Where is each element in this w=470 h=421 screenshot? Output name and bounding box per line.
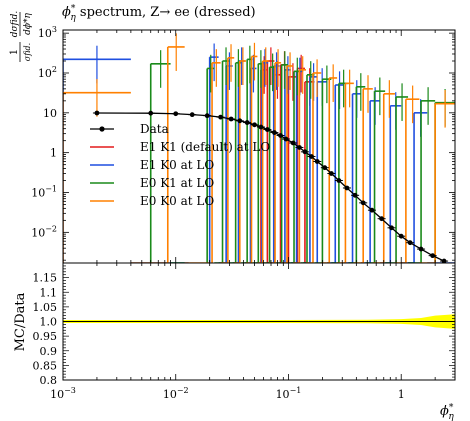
top-y-tick-exp-1: −1	[45, 185, 57, 194]
data-point-5	[218, 114, 223, 120]
top-y-tick-exp-4: 2	[52, 65, 57, 74]
top-y-tick-base-2: 1	[50, 147, 57, 160]
top-y-tick-label-4: 102	[38, 65, 57, 80]
x-axis-label: ϕ* η	[440, 403, 454, 421]
x-tick-label-base-3: 1	[398, 388, 405, 401]
data-point-12	[271, 130, 277, 135]
legend-label-0: Data	[140, 122, 169, 136]
data-point-11	[264, 127, 270, 132]
x-tick-label-exp-0: −3	[64, 386, 76, 395]
data-point-7	[237, 118, 243, 124]
top-ylabel: 1 σfid. dσfid. dϕ*η	[9, 11, 33, 62]
data-point-10	[258, 124, 264, 130]
legend: Data E1 K1 (default) at LO E1 K0 at LO E0 K…	[90, 122, 270, 208]
bottom-y-tick-label-4: 1.0	[40, 316, 58, 329]
x-tick-label-base-0: 10	[50, 388, 64, 401]
bottom-y-tick-label-1: 0.85	[33, 359, 58, 372]
data-point-13	[278, 133, 283, 138]
bottom-y-tick-label-3: 0.95	[33, 330, 58, 343]
data-point-0	[94, 110, 100, 116]
top-y-tick-label-0: 10−2	[31, 224, 57, 239]
data-point-2	[173, 111, 179, 117]
x-tick-label-3: 1	[398, 388, 405, 401]
data-point-1	[148, 110, 154, 116]
data-point-19	[314, 159, 320, 164]
svg-text:1: 1	[9, 49, 20, 55]
x-tick-label-exp-1: −2	[177, 386, 189, 395]
svg-text:dσfid.: dσfid.	[10, 11, 20, 38]
top-y-tick-label-3: 10	[43, 107, 57, 120]
legend-label-4: E0 K0 at LO	[140, 194, 214, 208]
bottom-ylabel: MC/Data	[13, 292, 28, 351]
data-point-25	[360, 200, 366, 206]
data-point-30	[407, 240, 413, 246]
data-point-16	[296, 145, 302, 150]
x-tick-label-base-2: 10	[276, 388, 290, 401]
top-y-tick-label-2: 1	[50, 147, 57, 160]
data-point-3	[189, 112, 195, 118]
data-point-29	[398, 233, 404, 239]
data-point-20	[322, 165, 328, 171]
svg-text:dϕ*η: dϕ*η	[23, 13, 33, 35]
svg-text:σfid.: σfid.	[23, 43, 32, 61]
top-y-tick-label-5: 103	[38, 25, 57, 40]
data-point-26	[369, 207, 375, 213]
chart-title: ϕ* η spectrum, Z→ ee (dressed)	[62, 4, 256, 23]
top-y-tick-base-0: 10	[31, 226, 45, 239]
x-tick-label-2: 10−1	[276, 386, 302, 401]
bottom-panel-plot	[63, 314, 455, 329]
x-tick-label-exp-2: −1	[290, 386, 302, 395]
x-tick-label-1: 10−2	[163, 386, 189, 401]
data-point-9	[252, 122, 257, 128]
data-point-17	[302, 149, 308, 155]
data-point-27	[379, 216, 385, 222]
top-y-tick-base-1: 10	[31, 187, 45, 200]
top-panel-plot	[63, 33, 455, 263]
bottom-y-tick-label-6: 1.1	[40, 286, 58, 299]
bottom-y-tick-label-5: 1.05	[33, 301, 58, 314]
data-point-22	[336, 178, 342, 183]
x-tick-label-base-1: 10	[163, 388, 177, 401]
data-point-23	[344, 185, 350, 191]
top-y-tick-base-4: 10	[38, 67, 52, 80]
bottom-y-tick-label-7: 1.15	[33, 272, 58, 285]
top-y-tick-exp-5: 3	[52, 25, 57, 34]
data-point-33	[441, 258, 447, 263]
top-y-tick-label-1: 10−1	[31, 185, 57, 200]
top-y-tick-base-5: 10	[38, 27, 52, 40]
data-point-31	[418, 246, 424, 252]
data-line	[96, 112, 445, 262]
data-point-4	[204, 113, 210, 119]
data-point-14	[283, 136, 289, 142]
top-y-tick-exp-0: −2	[45, 224, 57, 233]
legend-label-3: E0 K1 at LO	[140, 176, 214, 190]
data-point-21	[328, 171, 334, 176]
x-tick-label-0: 10−3	[50, 386, 76, 401]
legend-label-1: E1 K1 (default) at LO	[140, 140, 270, 154]
data-point-18	[309, 154, 314, 159]
top-y-tick-base-3: 10	[43, 107, 57, 120]
data-point-28	[389, 225, 394, 231]
legend-marker-dot-0	[99, 126, 105, 132]
data-point-8	[244, 120, 250, 125]
bottom-y-tick-label-0: 0.8	[40, 374, 58, 387]
bottom-y-tick-label-2: 0.9	[40, 345, 58, 358]
data-point-6	[228, 116, 234, 122]
data-point-24	[352, 192, 358, 198]
data-point-32	[430, 253, 436, 259]
data-point-15	[290, 140, 296, 146]
legend-label-2: E1 K0 at LO	[140, 158, 214, 172]
